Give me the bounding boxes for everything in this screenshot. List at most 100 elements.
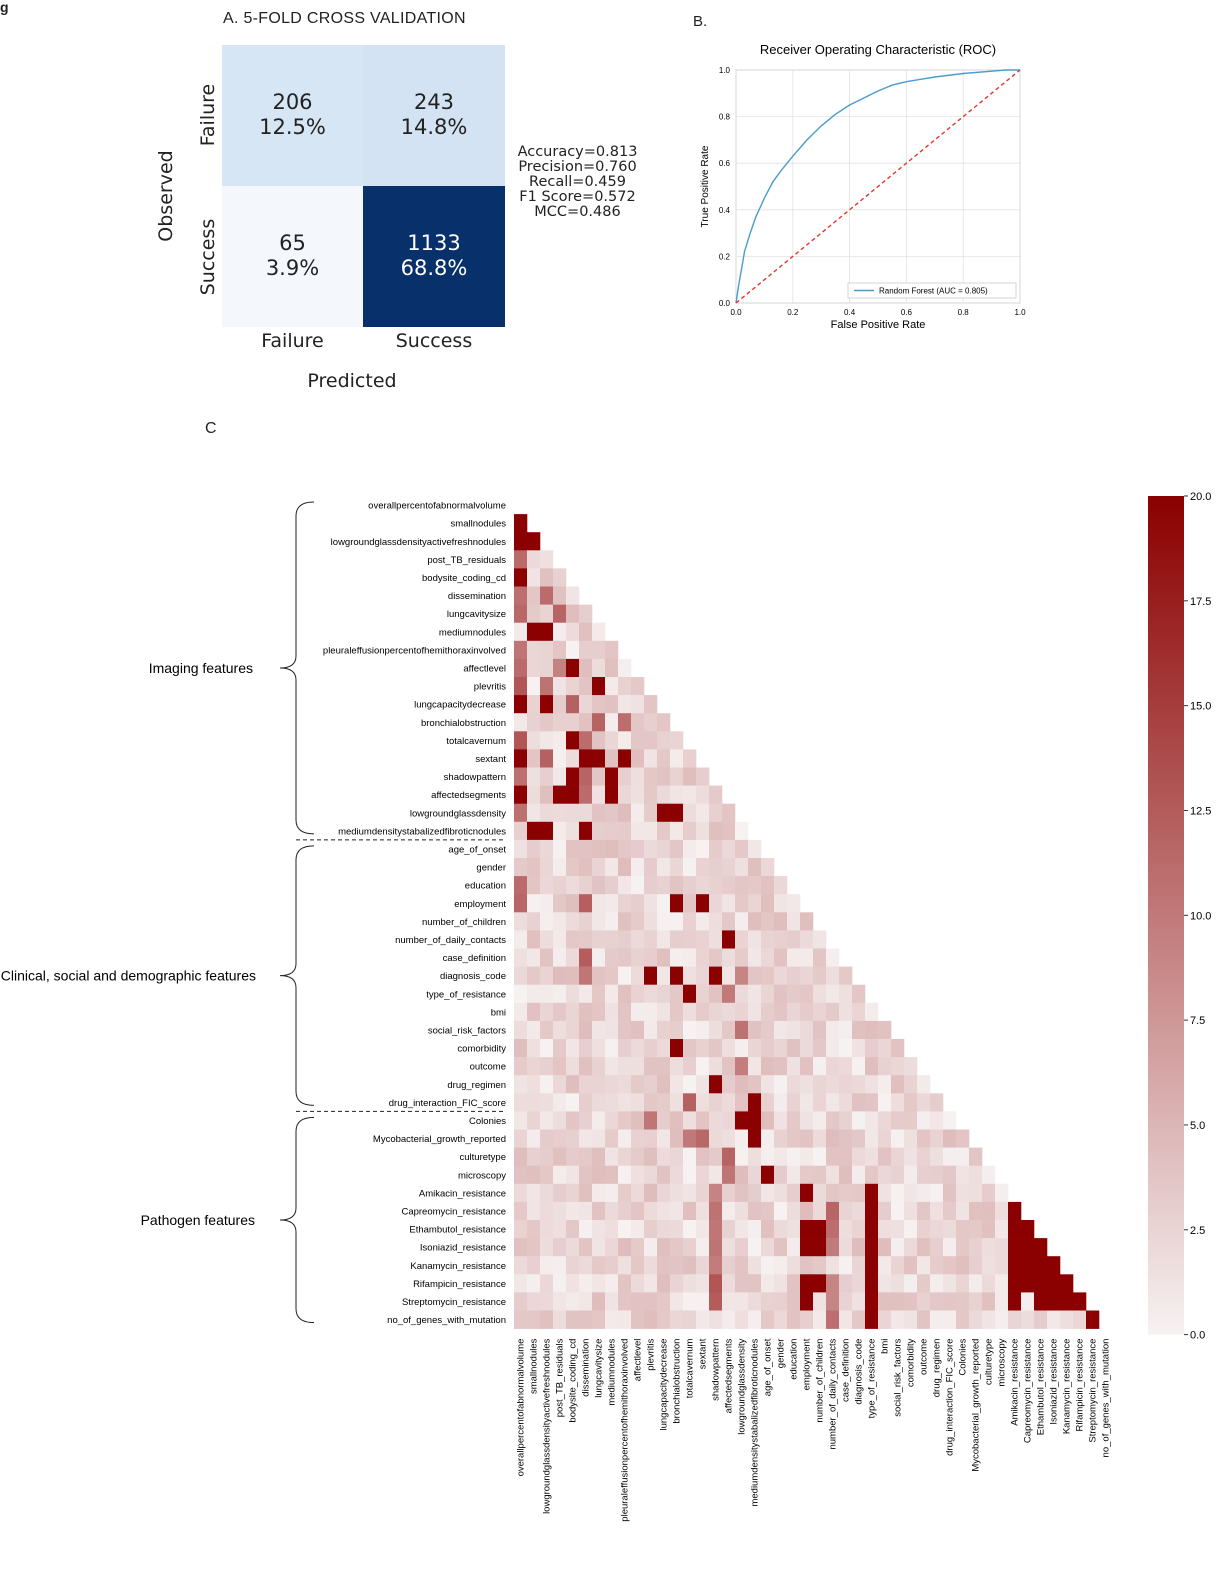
heatmap-cell xyxy=(956,1202,969,1220)
heatmap-cell xyxy=(865,1238,878,1256)
heatmap-cell xyxy=(644,1238,657,1256)
heatmap-cell xyxy=(631,1220,644,1238)
heatmap-cell xyxy=(722,1256,735,1274)
heatmap-cell xyxy=(553,1111,566,1129)
heatmap-cell xyxy=(956,1184,969,1202)
heatmap-cell xyxy=(891,1057,904,1075)
heatmap-row-label: lungcavitysize xyxy=(447,609,506,620)
heatmap-row-label: Mycobacterial_growth_reported xyxy=(373,1134,506,1145)
heatmap-cell xyxy=(813,1003,826,1021)
heatmap-cell xyxy=(605,840,618,858)
heatmap-cell xyxy=(527,768,540,786)
heatmap-cell xyxy=(553,1021,566,1039)
heatmap-cell xyxy=(540,1130,553,1148)
heatmap-cell xyxy=(605,1184,618,1202)
heatmap-cell xyxy=(631,1238,644,1256)
heatmap-cell xyxy=(800,1148,813,1166)
heatmap-cell xyxy=(813,1238,826,1256)
heatmap-cell xyxy=(657,1111,670,1129)
heatmap-cell xyxy=(761,1130,774,1148)
heatmap-cell xyxy=(670,1184,683,1202)
heatmap-cell xyxy=(605,1057,618,1075)
heatmap-cell xyxy=(553,1166,566,1184)
heatmap-cell xyxy=(618,967,631,985)
heatmap-cell xyxy=(683,912,696,930)
heatmap-cell xyxy=(618,1003,631,1021)
heatmap-cell xyxy=(566,967,579,985)
heatmap-row-label: Rifampicin_resistance xyxy=(413,1279,506,1290)
heatmap-col-label: Colonies xyxy=(958,1338,969,1375)
heatmap-cell xyxy=(735,1238,748,1256)
heatmap-cell xyxy=(605,930,618,948)
heatmap-cell xyxy=(657,894,670,912)
heatmap-cell xyxy=(800,1003,813,1021)
heatmap-cell xyxy=(709,786,722,804)
heatmap-col-label: post_TB_residuals xyxy=(555,1338,566,1417)
heatmap-cell xyxy=(813,1093,826,1111)
heatmap-cell xyxy=(891,1256,904,1274)
heatmap-cell xyxy=(670,1148,683,1166)
heatmap-cell xyxy=(553,623,566,641)
heatmap-cell xyxy=(566,930,579,948)
heatmap-cell xyxy=(878,1039,891,1057)
heatmap-cell xyxy=(904,1256,917,1274)
heatmap-cell xyxy=(579,731,592,749)
heatmap-cell xyxy=(917,1274,930,1292)
heatmap-cell xyxy=(774,1057,787,1075)
heatmap-cell xyxy=(514,623,527,641)
heatmap-cell xyxy=(566,894,579,912)
correlation-heatmap: overallpercentofabnormalvolumesmallnodul… xyxy=(0,480,1225,1575)
heatmap-cell xyxy=(540,786,553,804)
heatmap-cell xyxy=(566,985,579,1003)
heatmap-cell xyxy=(553,1202,566,1220)
heatmap-cell xyxy=(540,623,553,641)
colorbar-tick-label: 12.5 xyxy=(1190,805,1211,817)
heatmap-cell xyxy=(670,930,683,948)
heatmap-cell xyxy=(657,731,670,749)
heatmap-cell xyxy=(514,1130,527,1148)
heatmap-cell xyxy=(618,1075,631,1093)
heatmap-cell xyxy=(722,1311,735,1329)
heatmap-cell xyxy=(592,930,605,948)
heatmap-cell xyxy=(644,858,657,876)
heatmap-cell xyxy=(683,1021,696,1039)
cm-cell-percent: 14.8% xyxy=(363,115,505,139)
heatmap-cell xyxy=(917,1202,930,1220)
heatmap-cell xyxy=(527,605,540,623)
heatmap-cell xyxy=(748,1021,761,1039)
heatmap-cell xyxy=(683,985,696,1003)
heatmap-cell xyxy=(566,1311,579,1329)
heatmap-cell xyxy=(1034,1256,1047,1274)
heatmap-cell xyxy=(709,930,722,948)
heatmap-cell xyxy=(826,1148,839,1166)
heatmap-cell xyxy=(566,912,579,930)
heatmap-cell xyxy=(943,1256,956,1274)
heatmap-cell xyxy=(657,1202,670,1220)
heatmap-cell xyxy=(514,822,527,840)
heatmap-cell xyxy=(657,858,670,876)
heatmap-cell xyxy=(540,659,553,677)
heatmap-cell xyxy=(826,1292,839,1310)
heatmap-cell xyxy=(722,876,735,894)
heatmap-cell xyxy=(761,1148,774,1166)
heatmap-cell xyxy=(618,1021,631,1039)
heatmap-cell xyxy=(527,1093,540,1111)
heatmap-cell xyxy=(709,822,722,840)
heatmap-cell xyxy=(839,1093,852,1111)
colorbar-tick-label: 7.5 xyxy=(1190,1015,1205,1027)
heatmap-row-label: case_definition xyxy=(443,953,506,964)
heatmap-cell xyxy=(852,1274,865,1292)
heatmap-cell xyxy=(800,1057,813,1075)
heatmap-cell xyxy=(709,858,722,876)
heatmap-row-label: number_of_daily_contacts xyxy=(395,935,506,946)
heatmap-cell xyxy=(644,985,657,1003)
heatmap-cell xyxy=(800,930,813,948)
heatmap-cell xyxy=(540,930,553,948)
heatmap-cell xyxy=(605,749,618,767)
heatmap-cell xyxy=(618,659,631,677)
heatmap-cell xyxy=(1021,1311,1034,1329)
heatmap-cell xyxy=(748,1075,761,1093)
heatmap-cell xyxy=(800,1166,813,1184)
heatmap-cell xyxy=(527,967,540,985)
heatmap-row-label: lungcapacitydecrease xyxy=(414,700,506,711)
